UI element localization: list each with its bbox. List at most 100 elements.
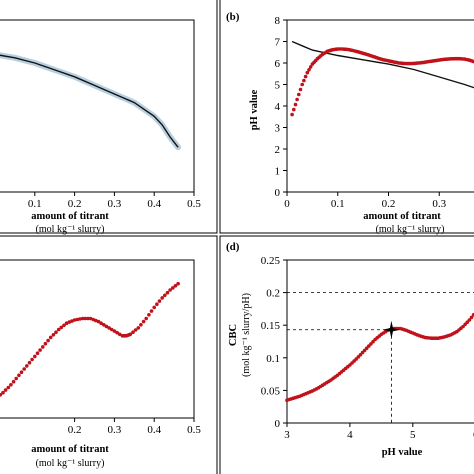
- panel-b-x-tick-label: 0.3: [432, 198, 446, 210]
- panel-c-data-point: [56, 327, 61, 332]
- panel-c-data-point-interp: [139, 323, 143, 327]
- panel-b-y-tick-label: 5: [275, 80, 281, 92]
- panel-c-data-point-interp: [109, 327, 114, 332]
- panel-c-data-point-interp: [70, 319, 74, 323]
- panel-c-data-point-interp: [78, 317, 82, 321]
- panel-c-x-tick-label: 0.4: [147, 424, 161, 436]
- panel-c-data-point-interp: [157, 299, 162, 303]
- panel-b-frame: [219, 0, 474, 234]
- panel-a-x-tick-label: 0.2: [68, 198, 82, 210]
- panel-a-x-tick-label: 0.5: [187, 198, 201, 210]
- panel-d-xlabel: pH value: [382, 447, 423, 458]
- panel-c-xlabel-unit: (mol kg⁻¹ slurry): [36, 458, 105, 469]
- panel-d-ylabel: CBC: [228, 324, 239, 346]
- panel-c-data-point-interp: [102, 323, 106, 327]
- panel-c-data-point-interp: [133, 328, 138, 332]
- panel-c-data-point-interp: [27, 360, 32, 365]
- panel-c-data-point-interp: [54, 330, 58, 335]
- panel-b-y-tick-label: 1: [275, 166, 281, 178]
- panel-c-data-point: [88, 316, 93, 321]
- panel-c-data-point: [144, 316, 148, 321]
- panel-c-data-point-interp: [155, 302, 159, 307]
- panel-b-label: (b): [226, 11, 240, 23]
- panel-c-xlabel: amount of titrant: [31, 444, 109, 455]
- panel-b-y-tick-label: 0: [275, 187, 281, 199]
- panel-d-y-tick-label: 0.15: [261, 320, 281, 332]
- chart-marks: 0.1 0.2 0.3 0.4 0.5 0 0.1 0.2 0.3 0 1 2 3 4 5 6 7 8 0.2 0.3…: [0, 15, 474, 441]
- panel-c-data-point: [41, 345, 45, 349]
- panel-a-frame: [0, 0, 218, 234]
- panel-b-data-point-interp: [303, 74, 308, 79]
- panel-c-frame: [0, 235, 218, 474]
- panel-c-data-point-interp: [94, 318, 98, 323]
- panel-c-data-point-interp: [141, 319, 146, 324]
- panel-c-x-tick-label: 0.5: [187, 424, 201, 436]
- panel-c-data-point: [136, 326, 141, 330]
- panel-c-data-point: [64, 321, 69, 326]
- panel-c-data-point: [80, 316, 85, 321]
- panel-c-data-point-interp: [115, 330, 119, 335]
- panel-c-data-point-interp: [19, 370, 24, 375]
- panel-b-y-tick-label: 2: [275, 144, 281, 156]
- panel-b-data-point-interp: [298, 87, 303, 92]
- panel-c-data-point-interp: [99, 321, 103, 326]
- panel-c-data-point-interp: [107, 326, 111, 330]
- panel-a-x-tick-label: 0.3: [108, 198, 122, 210]
- panel-d-y-tick-label: 0.2: [266, 288, 280, 300]
- panel-c-data-point-interp: [35, 351, 40, 356]
- panel-c-data-point-interp: [165, 290, 170, 295]
- panel-d-label: (d): [226, 241, 240, 253]
- panel-b-y-tick-label: 4: [275, 101, 281, 113]
- panel-c-data-point: [48, 335, 53, 340]
- panel-c-data-point: [104, 324, 109, 329]
- panel-c-data-point-interp: [117, 332, 122, 337]
- panel-b-y-tick-label: 3: [275, 123, 281, 135]
- panel-c-data-point-interp: [147, 313, 151, 317]
- panel-c-data-point-interp: [171, 286, 175, 290]
- panel-c-data-point-interp: [22, 367, 27, 371]
- panel-c-data-point-interp: [30, 357, 34, 362]
- panel-b-y-tick-label: 6: [275, 58, 281, 70]
- panel-b-data-point-interp: [308, 65, 313, 69]
- panel-b-data-point: [300, 82, 305, 87]
- panel-d-y-tick-label: 0.05: [261, 385, 281, 397]
- panel-b-data-point: [305, 70, 310, 75]
- panel-d-data-point-interp: [469, 315, 474, 320]
- panel-d-x-tick-label: 6: [473, 429, 474, 441]
- panel-c-data-point: [96, 319, 101, 324]
- panel-a-x-tick-label: 0.4: [147, 198, 161, 210]
- panel-b-ylabel: pH value: [249, 89, 260, 130]
- panel-c-data-point: [72, 318, 77, 322]
- panel-c-data-point: [160, 296, 164, 300]
- panel-b-data-point-interp: [307, 68, 311, 72]
- panel-c-data-point-interp: [62, 323, 66, 328]
- panel-d-y-tick-label: 0.25: [261, 255, 281, 267]
- panel-c-data-point: [168, 288, 172, 292]
- panel-c-data-point-interp: [43, 341, 48, 346]
- panel-d-x-tick-label: 3: [284, 429, 290, 441]
- panel-b-y-tick-label: 7: [275, 37, 281, 49]
- panel-c-data-point: [9, 383, 13, 387]
- panel-a-xlabel-unit: (mol kg⁻¹ slurry): [36, 224, 105, 235]
- panel-b-xlabel-unit: (mol kg⁻¹ slurry): [376, 224, 445, 235]
- panel-b-data-point: [295, 97, 299, 102]
- panel-a-series-halo: [0, 52, 182, 151]
- panel-b-x-tick-label: 0: [284, 198, 290, 210]
- panel-d-star-marker: [382, 320, 401, 339]
- panel-c-data-point-interp: [59, 325, 64, 330]
- panel-d-frame: [219, 235, 474, 474]
- panel-c-data-point-interp: [131, 330, 135, 335]
- panel-c-x-tick-label: 0.2: [68, 424, 82, 436]
- panel-b-xlabel: amount of titrant: [363, 211, 441, 222]
- panel-c-data-point-interp: [86, 316, 90, 321]
- panel-c-data-point-interp: [163, 293, 167, 298]
- panel-d-y-tick-label: 0.1: [266, 353, 280, 365]
- panel-c-data-point-interp: [46, 338, 50, 343]
- panel-c-x-tick-label: 0.3: [108, 424, 122, 436]
- panel-a-xlabel: amount of titrant: [31, 211, 109, 222]
- panel-b-data-point-interp: [292, 107, 296, 112]
- panel-d-y-tick-label: 0: [275, 418, 281, 430]
- panel-c-data-point-interp: [38, 348, 42, 352]
- panel-c-data-point: [112, 329, 117, 333]
